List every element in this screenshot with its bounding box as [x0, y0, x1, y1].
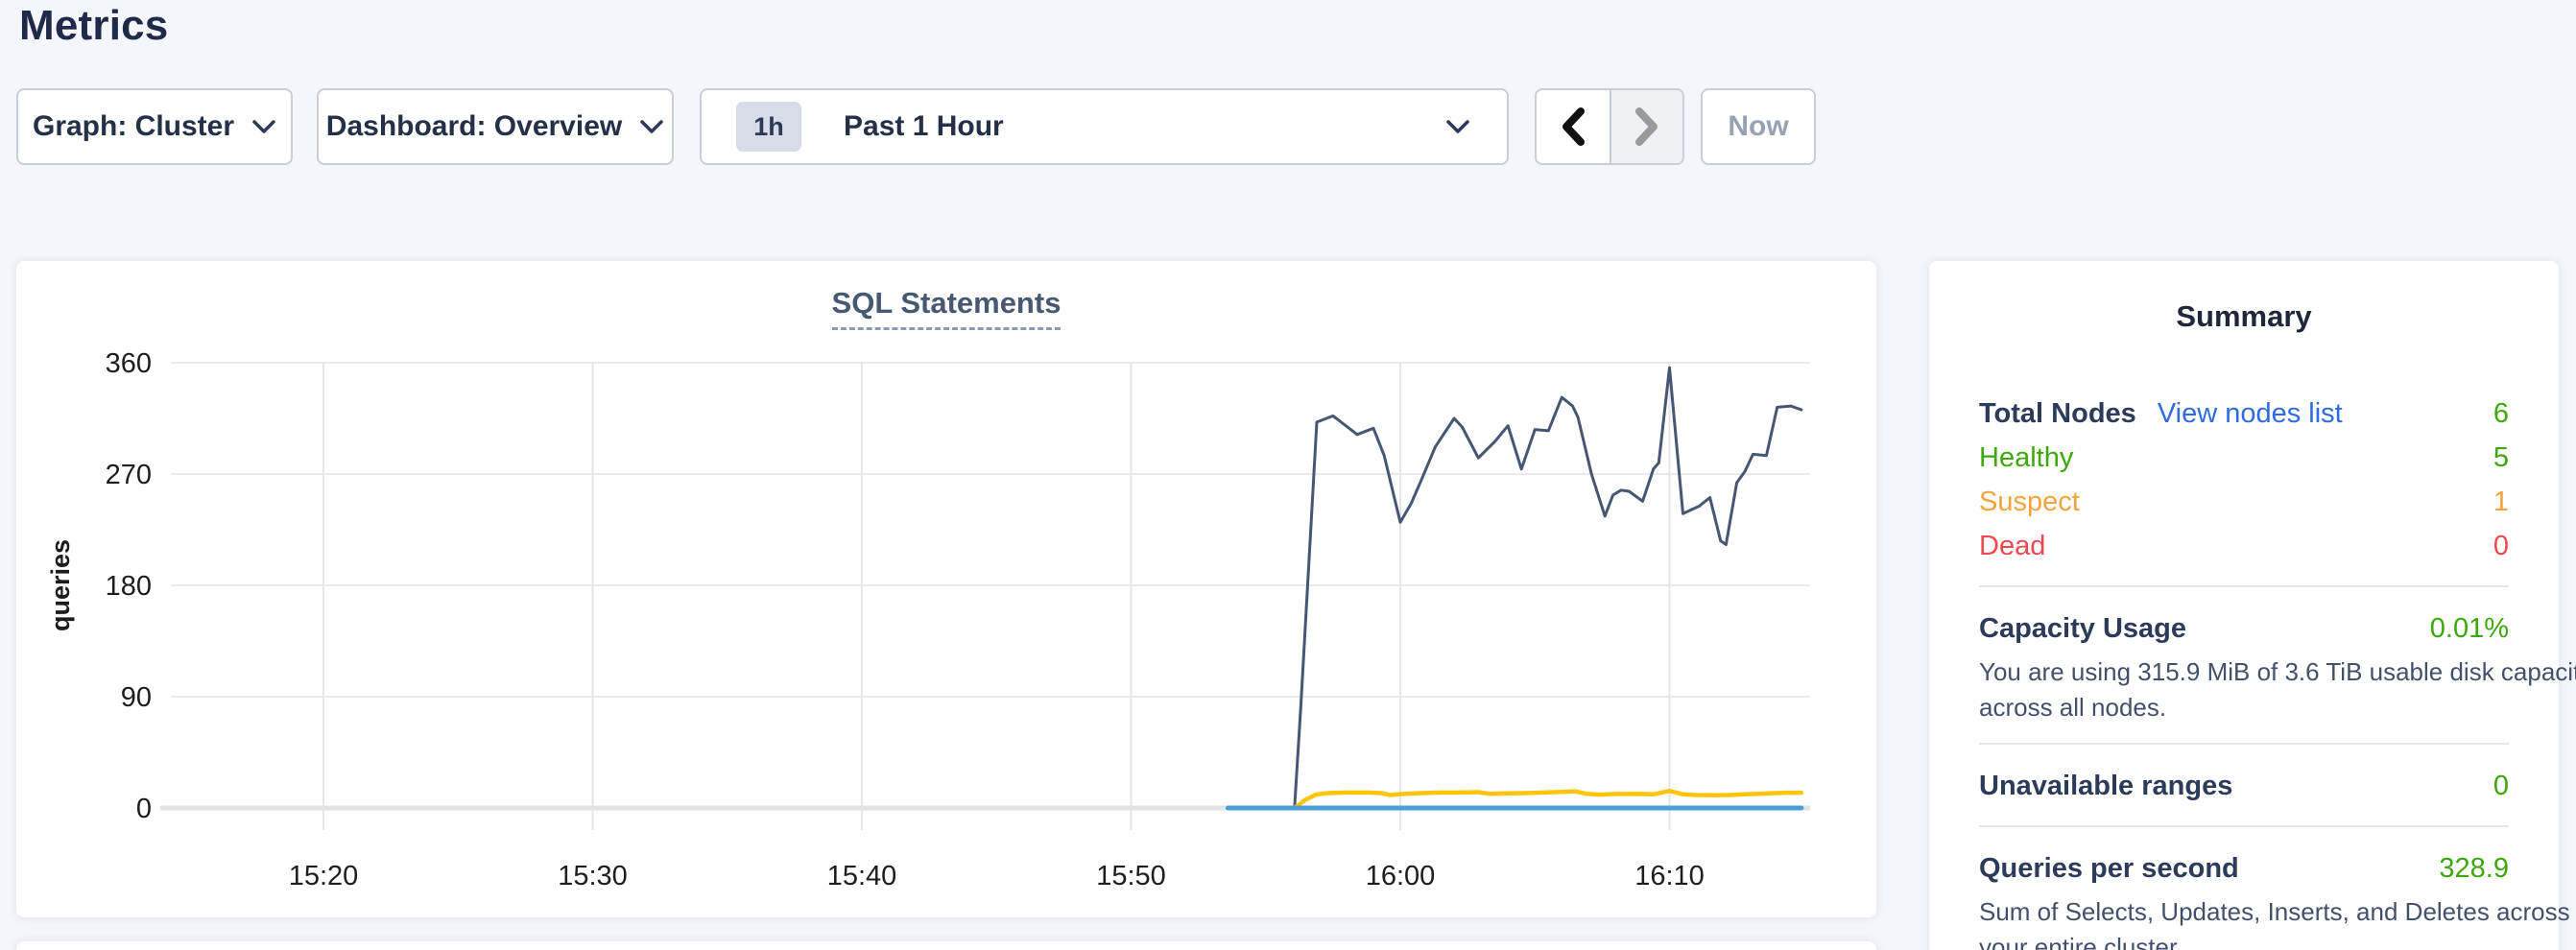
- chevron-right-icon: [1635, 107, 1658, 146]
- sql-statements-chart-card: SQL Statements 0 90 180 270 360 15:20 15:30 15:…: [16, 261, 1876, 917]
- suspect-label: Suspect: [1979, 486, 2080, 517]
- time-range-selector[interactable]: 1h Past 1 Hour: [700, 88, 1509, 165]
- x-axis-tick-label: 15:50: [1096, 861, 1166, 891]
- graph-dropdown-label: Graph: Cluster: [32, 110, 235, 142]
- page-title: Metrics: [19, 2, 169, 49]
- unavailable-ranges-section: Unavailable ranges 0: [1979, 745, 2509, 808]
- unavailable-ranges-value: 0: [2493, 770, 2509, 801]
- divider: [1979, 825, 2509, 827]
- queries-per-second-section: Queries per second 328.9 Sum of Selects,…: [1979, 827, 2570, 950]
- capacity-usage-value: 0.01%: [2429, 612, 2509, 644]
- healthy-label: Healthy: [1979, 441, 2074, 473]
- dashboard-dropdown-button[interactable]: Dashboard: Overview: [317, 88, 674, 165]
- queries-per-second-label: Queries per second: [1979, 852, 2239, 884]
- total-nodes-row: Total Nodes View nodes list 6: [1979, 392, 2509, 436]
- x-axis-tick-label: 16:10: [1634, 861, 1705, 891]
- now-button-label: Now: [1728, 110, 1789, 142]
- capacity-usage-label: Capacity Usage: [1979, 612, 2186, 644]
- x-axis-tick-label: 15:40: [827, 861, 897, 891]
- y-axis-tick-label: 90: [121, 682, 152, 713]
- capacity-usage-description: You are using 315.9 MiB of 3.6 TiB usabl…: [1979, 657, 2576, 722]
- sql-statements-chart[interactable]: 0 90 180 270 360 15:20 15:30 15:40 15:50 16:00 16:…: [16, 261, 1876, 917]
- chevron-down-icon: [252, 120, 275, 133]
- graph-dropdown-button[interactable]: Graph: Cluster: [16, 88, 293, 165]
- dead-nodes-row: Dead 0: [1979, 524, 2509, 568]
- healthy-nodes-row: Healthy 5: [1979, 436, 2509, 480]
- y-axis-tick-label: 180: [106, 571, 152, 602]
- node-status-rows: Total Nodes View nodes list 6 Healthy 5 …: [1979, 392, 2509, 568]
- x-axis-tick-label: 16:00: [1366, 861, 1436, 891]
- time-range-badge: 1h: [736, 102, 801, 152]
- chevron-left-icon: [1562, 107, 1585, 146]
- y-axis-label: queries: [46, 539, 75, 631]
- suspect-nodes-row: Suspect 1: [1979, 480, 2509, 524]
- y-axis-tick-label: 0: [136, 794, 152, 824]
- time-range-step-buttons: [1535, 88, 1684, 165]
- divider: [1979, 585, 2509, 587]
- queries-per-second-description: Sum of Selects, Updates, Inserts, and De…: [1979, 897, 2570, 950]
- y-axis-tick-label: 360: [106, 348, 152, 379]
- chart-title[interactable]: SQL Statements: [831, 286, 1061, 330]
- unavailable-ranges-label: Unavailable ranges: [1979, 770, 2233, 801]
- suspect-value: 1: [2493, 486, 2509, 517]
- now-button[interactable]: Now: [1701, 88, 1816, 165]
- capacity-usage-section: Capacity Usage 0.01% You are using 315.9…: [1979, 587, 2576, 725]
- queries-per-second-value: 328.9: [2439, 852, 2509, 884]
- next-time-range-button[interactable]: [1610, 90, 1682, 163]
- next-chart-card-partial: [16, 941, 1876, 950]
- series-queries-dark: [1293, 366, 1803, 810]
- y-axis-tick-label: 270: [106, 460, 152, 490]
- chevron-down-icon: [640, 120, 663, 133]
- divider: [1979, 743, 2509, 745]
- x-axis-tick-label: 15:20: [289, 861, 359, 891]
- dead-value: 0: [2493, 530, 2509, 561]
- healthy-value: 5: [2493, 441, 2509, 473]
- x-axis-tick-label: 15:30: [558, 861, 628, 891]
- view-nodes-list-link[interactable]: View nodes list: [2157, 397, 2343, 429]
- series-queries-yellow: [1292, 788, 1804, 811]
- previous-time-range-button[interactable]: [1537, 90, 1610, 163]
- summary-title: Summary: [2176, 299, 2312, 333]
- total-nodes-value: 6: [2493, 397, 2509, 429]
- total-nodes-label: Total Nodes: [1979, 397, 2136, 429]
- time-range-label: Past 1 Hour: [844, 110, 1004, 142]
- dead-label: Dead: [1979, 530, 2046, 561]
- dashboard-dropdown-label: Dashboard: Overview: [325, 110, 623, 142]
- summary-panel: Summary Total Nodes View nodes list 6 He…: [1929, 261, 2576, 950]
- chevron-down-icon: [1446, 120, 1469, 133]
